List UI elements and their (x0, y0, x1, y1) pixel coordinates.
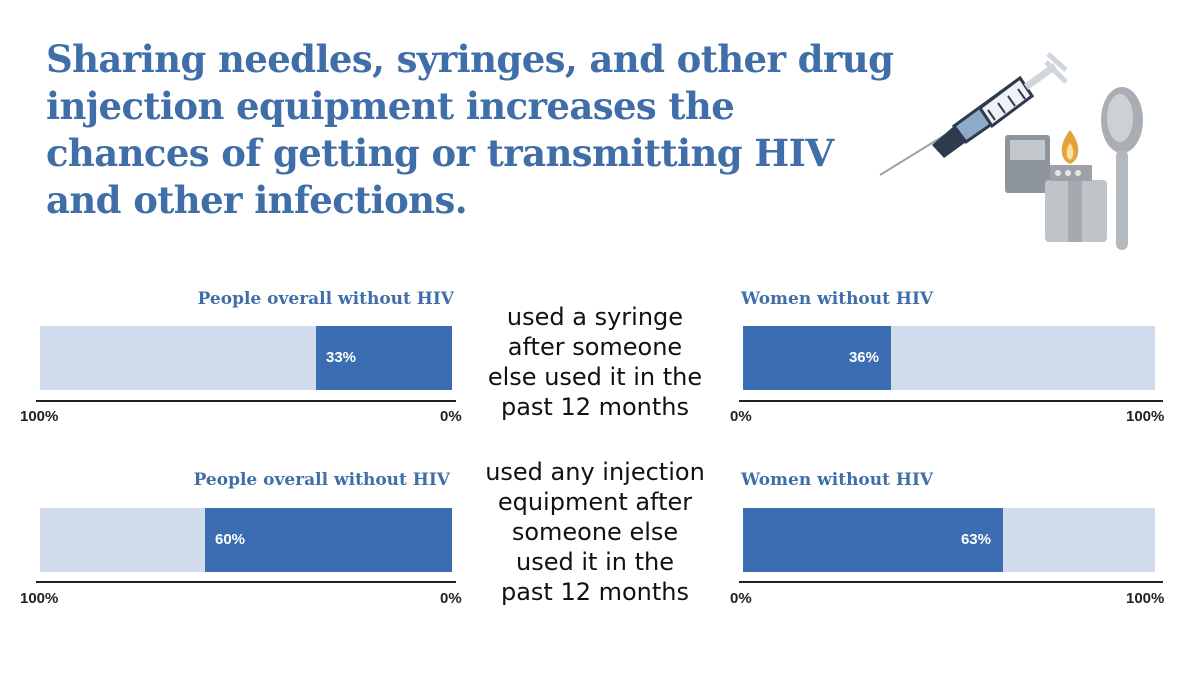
chart2-tick-min: 0% (730, 408, 752, 425)
chart4-tick-max: 100% (1126, 590, 1165, 607)
chart1-title: People overall without HIV (197, 289, 454, 309)
lighter-icon (1005, 130, 1107, 242)
drug-equipment-illustration (879, 52, 1143, 250)
chart3-bar (205, 508, 452, 572)
row1-description-line: after someone (507, 333, 683, 361)
spoon-icon (1101, 87, 1143, 250)
chart1-tick-max: 100% (20, 408, 59, 425)
syringe-icon (879, 52, 1068, 176)
chart1-value-label: 33% (326, 349, 357, 366)
chart2-tick-max: 100% (1126, 408, 1165, 425)
chart1-bar-track: 33% (40, 326, 452, 390)
chart3-bar-track: 60% (40, 508, 452, 572)
row1-description-line: past 12 months (500, 393, 690, 421)
chart4-value-label: 63% (960, 531, 991, 548)
chart3-value-label: 60% (215, 531, 246, 548)
chart4-axis (739, 581, 1163, 583)
page-title: Sharing needles, syringes, and other dru… (46, 37, 894, 222)
row2-description-line: equipment after (497, 488, 693, 516)
chart4-title: Women without HIV (741, 470, 934, 490)
chart1-tick-min: 0% (440, 408, 462, 425)
chart2-bar-track: 36% (743, 326, 1155, 390)
row2-description-line: used it in the (516, 548, 674, 576)
row2-description-line: someone else (511, 518, 679, 546)
row2-description-line: past 12 months (500, 578, 690, 606)
row2-description: used any injection equipment after someo… (470, 457, 720, 607)
chart2-axis (739, 400, 1163, 402)
chart2-title: Women without HIV (741, 289, 934, 309)
chart3-axis (36, 581, 456, 583)
row1-description-line: used a syringe (506, 303, 684, 331)
chart1-axis (36, 400, 456, 402)
chart4-bar-track: 63% (743, 508, 1155, 572)
chart3-tick-max: 100% (20, 590, 59, 607)
row1-description-line: else used it in the (487, 363, 703, 391)
chart2-bar (743, 326, 891, 390)
chart3-title: People overall without HIV (193, 470, 450, 490)
row2-description-line: used any injection (485, 458, 705, 486)
chart3-tick-min: 0% (440, 590, 462, 607)
chart1-bar (316, 326, 452, 390)
chart4-bar (743, 508, 1003, 572)
row1-description: used a syringe after someone else used i… (470, 302, 720, 422)
chart2-value-label: 36% (848, 349, 879, 366)
chart4-tick-min: 0% (730, 590, 752, 607)
